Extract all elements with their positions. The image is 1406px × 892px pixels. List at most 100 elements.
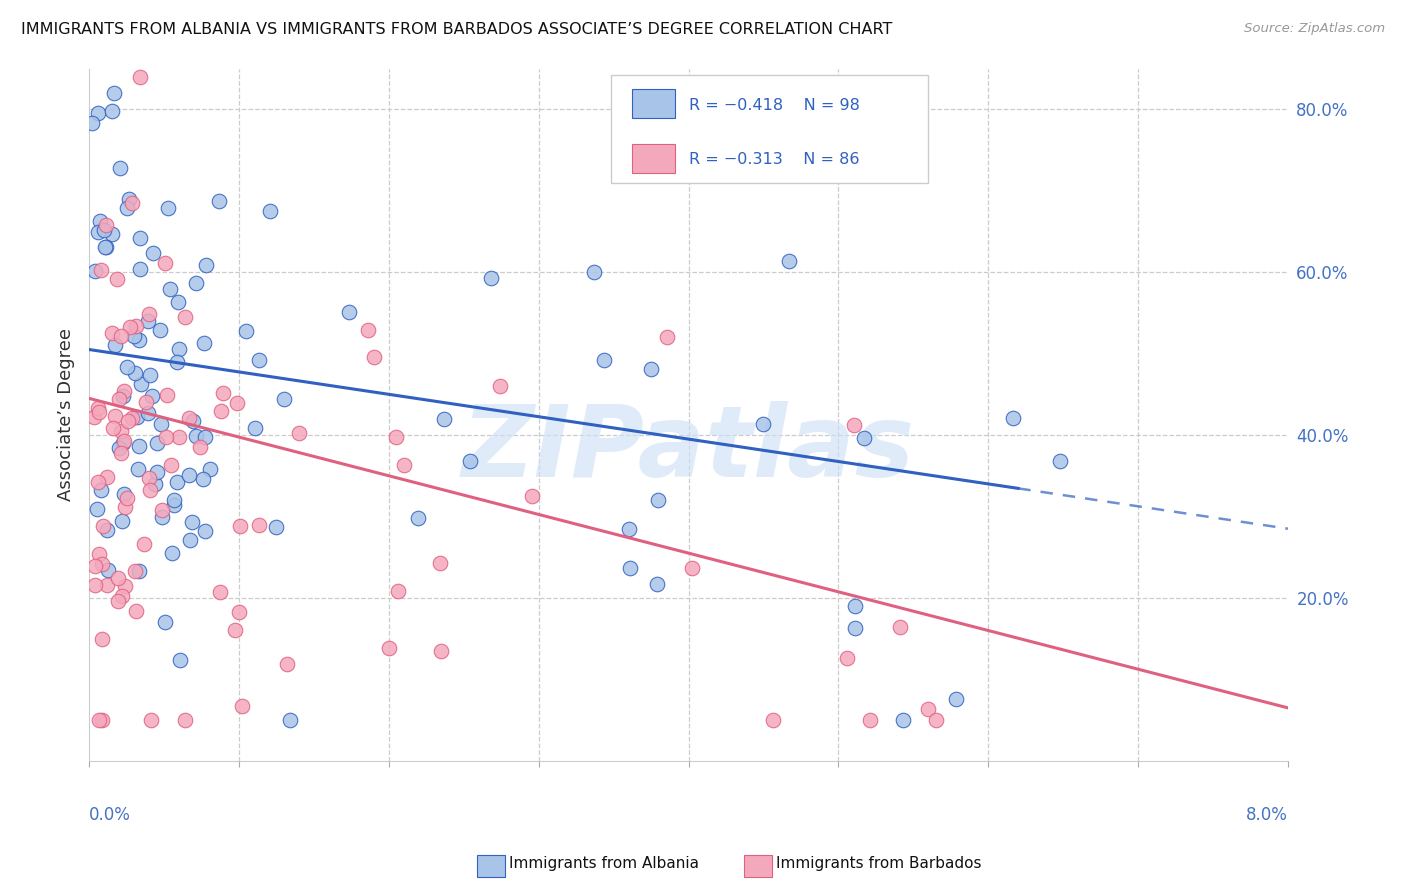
Point xyxy=(150,510,173,524)
Point xyxy=(235,324,257,338)
Point xyxy=(384,430,406,444)
Y-axis label: Associate’s Degree: Associate’s Degree xyxy=(58,328,75,501)
Point xyxy=(583,265,606,279)
Point xyxy=(945,692,967,706)
Point xyxy=(80,116,103,130)
Point xyxy=(87,225,110,239)
Point xyxy=(142,246,165,260)
Point xyxy=(101,227,124,241)
Point xyxy=(167,342,190,356)
Point xyxy=(87,401,110,415)
Point xyxy=(273,392,295,407)
Point xyxy=(96,240,118,254)
Text: Source: ZipAtlas.com: Source: ZipAtlas.com xyxy=(1244,22,1385,36)
Point xyxy=(125,604,148,618)
Point xyxy=(128,564,150,578)
Point xyxy=(762,713,785,727)
FancyBboxPatch shape xyxy=(633,144,675,173)
Point xyxy=(681,561,703,575)
Point xyxy=(149,323,172,337)
Point xyxy=(127,461,149,475)
Point xyxy=(1001,410,1024,425)
Text: ZIPatlas: ZIPatlas xyxy=(463,401,915,498)
Text: 0.0%: 0.0% xyxy=(89,805,131,824)
Point xyxy=(363,351,385,365)
Point xyxy=(156,388,179,402)
Point xyxy=(276,657,298,672)
Point xyxy=(91,713,114,727)
Point xyxy=(835,650,858,665)
Point xyxy=(112,384,135,399)
Point xyxy=(117,414,139,428)
Point xyxy=(94,219,117,233)
Point xyxy=(104,409,127,424)
Point xyxy=(121,196,143,211)
Point xyxy=(153,256,176,270)
Point xyxy=(167,430,190,444)
Point xyxy=(91,632,114,647)
Point xyxy=(108,392,131,407)
Point xyxy=(83,410,105,425)
Point xyxy=(489,379,512,393)
Point xyxy=(129,70,152,84)
Point xyxy=(110,161,132,175)
Point xyxy=(617,522,640,536)
Point xyxy=(138,307,160,321)
Point xyxy=(751,417,773,431)
Point xyxy=(181,414,204,428)
Point xyxy=(114,500,136,514)
Point xyxy=(111,389,134,403)
Point xyxy=(387,583,409,598)
Point xyxy=(266,520,288,534)
Point xyxy=(138,314,160,328)
Point xyxy=(479,271,502,285)
Point xyxy=(173,310,195,324)
Point xyxy=(619,561,641,575)
Point xyxy=(112,434,135,448)
Point xyxy=(592,352,614,367)
Point xyxy=(136,406,159,420)
Point xyxy=(87,475,110,489)
Point xyxy=(194,524,217,538)
Point xyxy=(925,713,948,727)
Point xyxy=(107,571,129,585)
Point xyxy=(184,276,207,290)
Point xyxy=(337,305,360,319)
Point xyxy=(101,421,124,435)
Point xyxy=(655,329,678,343)
Point xyxy=(194,430,217,444)
Point xyxy=(208,194,231,208)
Point xyxy=(169,653,191,667)
Point xyxy=(357,323,380,337)
Point xyxy=(378,640,401,655)
Point xyxy=(173,713,195,727)
Text: Immigrants from Barbados: Immigrants from Barbados xyxy=(776,856,981,871)
Point xyxy=(647,577,669,591)
Point xyxy=(128,262,150,277)
Point xyxy=(90,263,112,277)
Point xyxy=(139,368,162,383)
Text: R = −0.313    N = 86: R = −0.313 N = 86 xyxy=(689,153,859,168)
Point xyxy=(104,338,127,352)
Point xyxy=(429,557,451,571)
Point xyxy=(157,202,180,216)
Point xyxy=(844,599,866,614)
Point xyxy=(166,475,188,490)
Point xyxy=(108,441,131,455)
Point xyxy=(89,213,111,227)
Point xyxy=(177,468,200,483)
Point xyxy=(640,362,662,376)
Point xyxy=(90,483,112,498)
Point xyxy=(124,367,146,381)
Point xyxy=(128,334,150,348)
Point xyxy=(155,615,177,630)
Text: 8.0%: 8.0% xyxy=(1246,805,1288,824)
Point xyxy=(891,713,914,727)
Point xyxy=(103,86,125,100)
Point xyxy=(96,523,118,537)
Point xyxy=(110,329,132,343)
Point xyxy=(87,713,110,727)
Point xyxy=(229,519,252,533)
Point xyxy=(105,272,128,286)
Point xyxy=(110,424,132,438)
